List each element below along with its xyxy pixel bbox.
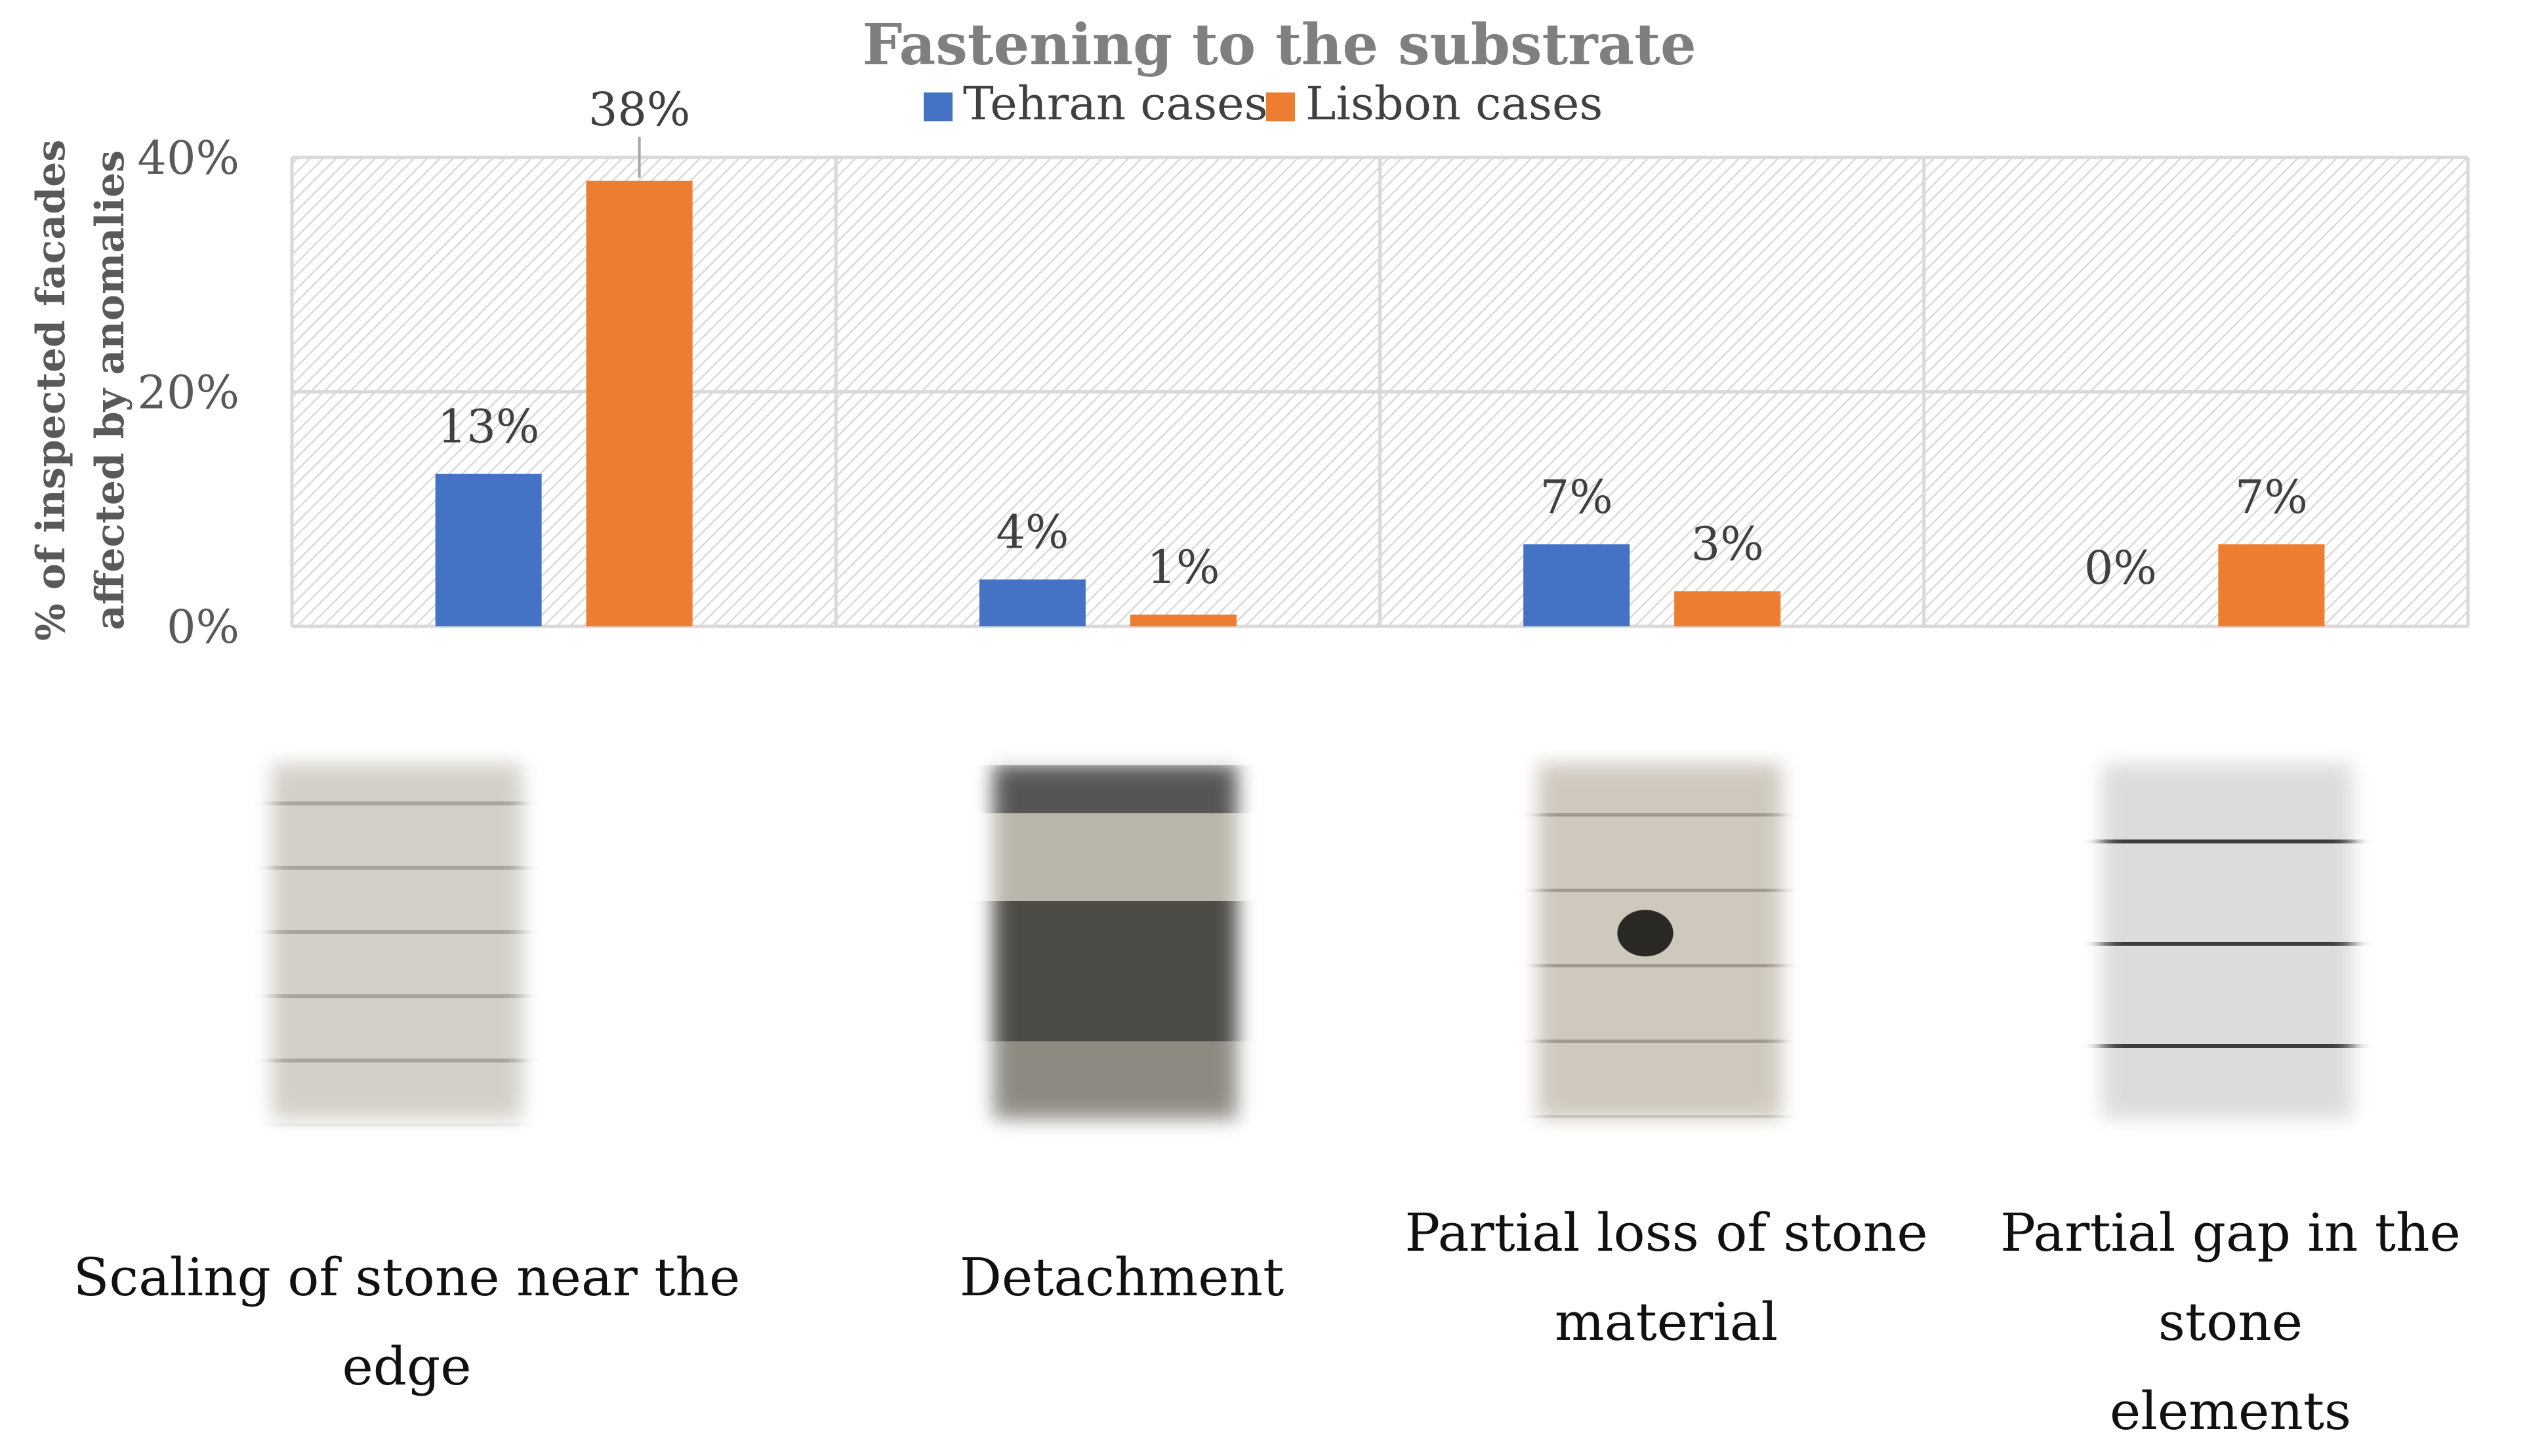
data-label: 38% — [588, 83, 691, 136]
category-caption: Detachment — [892, 1233, 1351, 1322]
chart: Fastening to the substrate Tehran cases … — [28, 12, 2470, 654]
y-tick-label: 40% — [137, 131, 239, 185]
photo-vignette — [249, 741, 544, 1141]
caption-line: elements — [2109, 1381, 2352, 1442]
bar-lisbon — [586, 180, 693, 626]
chart-title: Fastening to the substrate — [862, 12, 1696, 78]
data-label: 4% — [996, 506, 1069, 559]
photo-vignette — [971, 741, 1260, 1141]
photo-vignette — [2080, 741, 2375, 1141]
caption-line: Partial gap in the stone — [2000, 1202, 2461, 1352]
data-label: 7% — [1540, 470, 1613, 524]
bar-tehran — [435, 474, 542, 626]
data-label: 1% — [1147, 540, 1220, 594]
category-caption: Scaling of stone near the edge — [13, 1233, 800, 1411]
bar-lisbon — [1674, 591, 1781, 626]
data-label: 3% — [1691, 517, 1764, 571]
caption-line: material — [1554, 1291, 1778, 1352]
y-axis-label-line1: % of inspected facades — [28, 140, 74, 641]
caption-line: Detachment — [959, 1247, 1284, 1308]
legend-swatch-lisbon — [1266, 92, 1295, 121]
caption-line: Scaling of stone near the edge — [73, 1247, 741, 1397]
bar-lisbon — [1130, 615, 1237, 626]
bar-tehran — [1523, 544, 1630, 626]
photo-partial-gap — [2080, 741, 2375, 1141]
bar-lisbon — [2218, 544, 2325, 626]
photo-partial-loss — [1515, 741, 1804, 1141]
y-axis-label-line2: affected by anomalies — [87, 150, 133, 630]
legend-label-tehran: Tehran cases — [963, 77, 1268, 131]
data-label: 13% — [438, 400, 540, 454]
legend-label-lisbon: Lisbon cases — [1305, 77, 1603, 131]
category-caption: Partial gap in the stone elements — [1942, 1188, 2519, 1456]
legend-swatch-tehran — [924, 92, 953, 121]
data-label: 0% — [2084, 541, 2157, 595]
bar-tehran — [979, 579, 1086, 626]
y-tick-label: 20% — [137, 366, 239, 420]
caption-line: Partial loss of stone — [1405, 1202, 1928, 1263]
photo-vignette — [1515, 741, 1804, 1141]
photo-scaling — [249, 741, 544, 1141]
category-caption: Partial loss of stone material — [1397, 1188, 1935, 1367]
photo-detachment — [971, 741, 1260, 1141]
y-tick-label: 0% — [167, 600, 239, 654]
data-label: 7% — [2235, 470, 2308, 524]
